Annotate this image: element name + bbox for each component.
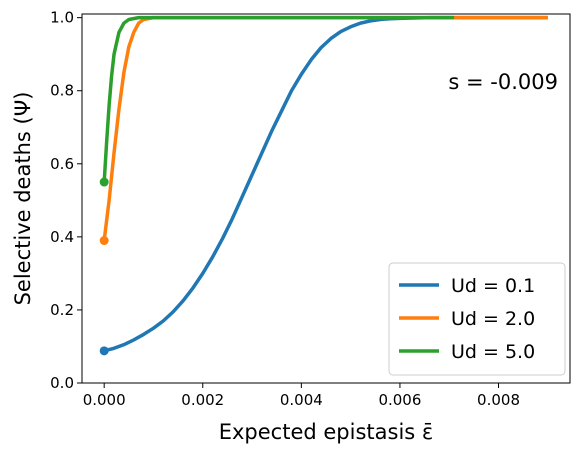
x-axis-label: Expected epistasis ε̄ [219,420,434,444]
y-tick-label: 0.2 [50,301,74,319]
axes-frame [81,13,571,384]
series-line-3 [102,15,455,183]
y-tick-label: 1.0 [50,9,74,27]
legend-box [388,262,566,376]
legend: Ud = 0.1 Ud = 2.0 Ud = 5.0 [388,262,566,376]
series-start-marker-2 [99,236,109,246]
series-line-2 [102,15,548,241]
x-tick-label: 0.002 [181,391,224,409]
y-tick-label: 0.4 [50,228,74,246]
y-tick-label: 0.8 [50,82,74,100]
axis-ticks: 0.000 0.002 0.004 0.006 0.008 0.0 0.2 0.4 0.6 0.8… [50,9,520,409]
y-tick-label: 0.6 [50,155,74,173]
x-tick-label: 0.006 [378,391,421,409]
legend-label-1: Ud = 0.1 [451,275,535,297]
x-tick-label: 0.004 [280,391,323,409]
legend-label-3: Ud = 5.0 [451,341,535,363]
annotation-text: s = -0.009 [448,70,558,94]
legend-label-2: Ud = 2.0 [451,308,535,330]
x-tick-label: 0.000 [83,391,126,409]
plot-area [99,15,548,356]
series-start-marker-3 [99,177,109,187]
series-start-marker-1 [99,346,109,356]
y-tick-label: 0.0 [50,374,74,392]
y-axis-label: Selective deaths (Ψ) [11,92,35,306]
x-tick-label: 0.008 [477,391,520,409]
